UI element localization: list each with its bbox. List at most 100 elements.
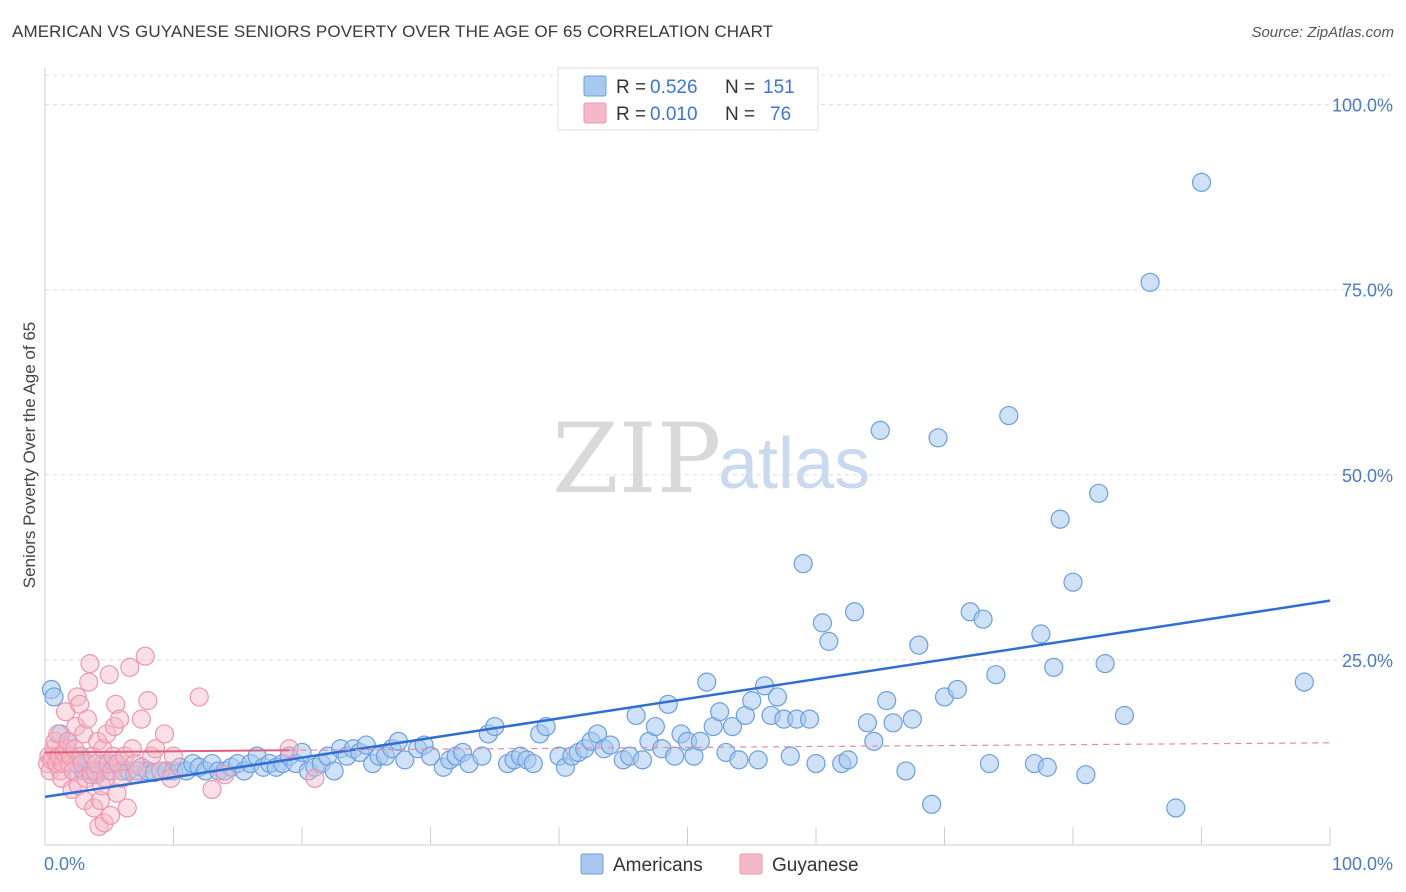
chart-title: AMERICAN VS GUYANESE SENIORS POVERTY OVE… (12, 22, 774, 41)
data-point (1166, 798, 1186, 818)
data-point (1050, 509, 1070, 529)
data-point (793, 554, 813, 574)
data-point (883, 713, 903, 733)
x-tick-label: 100.0% (1332, 854, 1393, 874)
legend-n-label: N = (725, 77, 755, 98)
source-label: Source: ZipAtlas.com (1251, 24, 1394, 41)
data-point (106, 694, 126, 714)
data-point (1191, 172, 1212, 192)
trend-lines (44, 599, 1331, 799)
data-point (665, 746, 685, 766)
y-axis-title: Seniors Poverty Over the Age of 65 (20, 322, 39, 588)
data-point (999, 405, 1019, 426)
data-point (722, 716, 743, 737)
data-point (97, 724, 117, 744)
watermark-atlas: atlas (718, 424, 870, 504)
data-point (973, 609, 993, 629)
tick-labels: 25.0% 50.0% 75.0% 100.0% 0.0% 100.0% (44, 96, 1393, 874)
data-point (819, 631, 839, 651)
data-point (729, 750, 749, 770)
legend-r-label: R = (616, 104, 646, 125)
legend-r-label: R = (616, 77, 646, 98)
legend-r-value-americans: 0.526 (650, 77, 698, 98)
legend-n-value-americans: 151 (763, 77, 795, 98)
data-point (64, 739, 85, 759)
data-point (89, 816, 109, 837)
data-point (122, 739, 142, 759)
data-point (163, 746, 184, 766)
data-point (145, 739, 166, 759)
data-point (1063, 572, 1083, 592)
data-point (697, 672, 717, 692)
data-point (838, 750, 858, 770)
data-point (107, 783, 127, 803)
data-point (870, 420, 890, 440)
data-point (202, 779, 222, 800)
data-point (806, 753, 826, 774)
gridlines (45, 74, 1390, 661)
data-point (420, 746, 441, 766)
data-point (138, 691, 158, 711)
data-point (100, 805, 121, 825)
data-point (658, 694, 678, 714)
bottom-legend-swatch-guyanese (739, 853, 763, 875)
data-point (710, 702, 730, 722)
bottom-legend-guyanese: Guyanese (772, 855, 859, 876)
legend-n-label: N = (725, 104, 755, 125)
data-point (58, 731, 78, 751)
data-point (928, 428, 948, 448)
data-point (84, 798, 104, 818)
data-point (626, 705, 646, 726)
y-tick-label: 25.0% (1342, 651, 1393, 671)
data-point (131, 709, 151, 729)
data-point (909, 635, 929, 655)
bottom-legend: Americans Guyanese (580, 853, 859, 876)
data-point (947, 679, 967, 700)
data-point (742, 691, 762, 711)
data-point (112, 768, 132, 788)
data-point (902, 709, 922, 729)
trend-line-guyanese-extension (289, 742, 1331, 751)
data-point (1076, 765, 1096, 785)
data-point (857, 713, 878, 733)
data-point (864, 731, 884, 751)
bottom-legend-americans: Americans (613, 855, 703, 876)
data-point (127, 761, 148, 781)
data-point (99, 665, 119, 685)
data-point (80, 654, 100, 674)
data-point (67, 687, 87, 707)
data-point (90, 790, 110, 811)
data-point (896, 761, 916, 781)
y-tick-label: 50.0% (1342, 466, 1393, 486)
data-point (1294, 672, 1314, 692)
data-point (93, 739, 113, 759)
data-point (324, 761, 344, 781)
legend-swatch-americans (583, 75, 607, 97)
y-tick-label: 100.0% (1332, 96, 1393, 116)
watermark-zip: ZIP (552, 403, 721, 515)
data-point (79, 672, 99, 692)
axes (44, 68, 1331, 846)
data-point (799, 709, 820, 729)
data-point (154, 724, 175, 744)
data-point (48, 724, 68, 744)
data-point (102, 761, 122, 781)
data-point (66, 716, 86, 737)
data-point (877, 691, 897, 711)
data-point (94, 813, 114, 833)
data-point (189, 687, 209, 707)
data-point (979, 753, 1000, 774)
bottom-legend-swatch-americans (580, 853, 604, 875)
data-point (44, 687, 64, 707)
data-point (632, 750, 653, 770)
data-point (922, 794, 942, 814)
legend: R = 0.526 N = 151 R = 0.010 N = 76 (557, 67, 819, 131)
data-point (135, 646, 155, 666)
data-point (125, 753, 145, 774)
trend-line-guyanese (44, 749, 290, 754)
data-point (523, 753, 543, 774)
data-point (120, 657, 140, 677)
legend-r-value-guyanese: 0.010 (650, 104, 698, 125)
data-point (986, 665, 1006, 685)
